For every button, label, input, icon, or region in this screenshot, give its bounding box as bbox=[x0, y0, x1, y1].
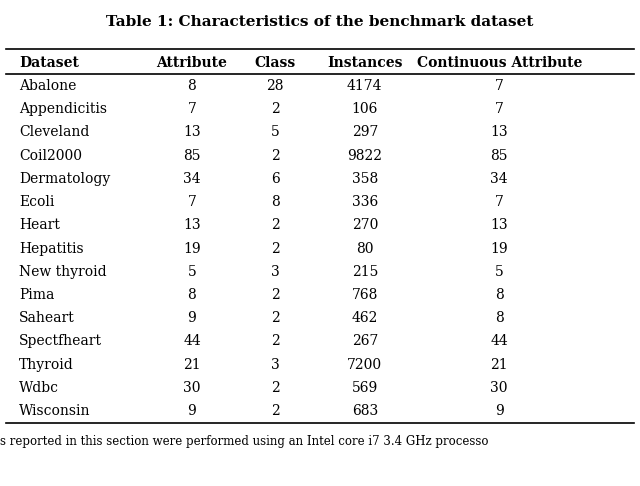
Text: 7200: 7200 bbox=[348, 358, 382, 372]
Text: 358: 358 bbox=[351, 172, 378, 186]
Text: 3: 3 bbox=[271, 265, 280, 279]
Text: Dataset: Dataset bbox=[19, 56, 79, 69]
Text: 215: 215 bbox=[351, 265, 378, 279]
Text: 85: 85 bbox=[183, 149, 201, 163]
Text: 8: 8 bbox=[495, 311, 504, 325]
Text: 7: 7 bbox=[495, 79, 504, 93]
Text: 9: 9 bbox=[188, 404, 196, 418]
Text: 13: 13 bbox=[490, 125, 508, 139]
Text: 30: 30 bbox=[490, 381, 508, 395]
Text: 106: 106 bbox=[351, 102, 378, 116]
Text: 21: 21 bbox=[183, 358, 201, 372]
Text: Abalone: Abalone bbox=[19, 79, 77, 93]
Text: Continuous Attribute: Continuous Attribute bbox=[417, 56, 582, 69]
Text: 5: 5 bbox=[188, 265, 196, 279]
Text: 270: 270 bbox=[351, 218, 378, 232]
Text: 2: 2 bbox=[271, 381, 280, 395]
Text: 2: 2 bbox=[271, 404, 280, 418]
Text: 2: 2 bbox=[271, 149, 280, 163]
Text: 8: 8 bbox=[188, 288, 196, 302]
Text: 80: 80 bbox=[356, 242, 374, 256]
Text: 768: 768 bbox=[351, 288, 378, 302]
Text: Table 1: Characteristics of the benchmark dataset: Table 1: Characteristics of the benchmar… bbox=[106, 15, 534, 29]
Text: 2: 2 bbox=[271, 311, 280, 325]
Text: 44: 44 bbox=[183, 334, 201, 348]
Text: Thyroid: Thyroid bbox=[19, 358, 74, 372]
Text: 4174: 4174 bbox=[347, 79, 383, 93]
Text: 19: 19 bbox=[183, 242, 201, 256]
Text: 8: 8 bbox=[495, 288, 504, 302]
Text: 7: 7 bbox=[188, 195, 196, 209]
Text: 297: 297 bbox=[351, 125, 378, 139]
Text: 5: 5 bbox=[271, 125, 280, 139]
Text: 9822: 9822 bbox=[348, 149, 382, 163]
Text: Coil2000: Coil2000 bbox=[19, 149, 82, 163]
Text: 683: 683 bbox=[351, 404, 378, 418]
Text: 7: 7 bbox=[495, 102, 504, 116]
Text: 21: 21 bbox=[490, 358, 508, 372]
Text: 8: 8 bbox=[188, 79, 196, 93]
Text: 2: 2 bbox=[271, 102, 280, 116]
Text: 2: 2 bbox=[271, 218, 280, 232]
Text: Attribute: Attribute bbox=[157, 56, 227, 69]
Text: s reported in this section were performed using an Intel core i7 3.4 GHz process: s reported in this section were performe… bbox=[0, 435, 488, 448]
Text: Hepatitis: Hepatitis bbox=[19, 242, 84, 256]
Text: New thyroid: New thyroid bbox=[19, 265, 107, 279]
Text: 13: 13 bbox=[490, 218, 508, 232]
Text: 267: 267 bbox=[351, 334, 378, 348]
Text: Spectfheart: Spectfheart bbox=[19, 334, 102, 348]
Text: 28: 28 bbox=[266, 79, 284, 93]
Text: 9: 9 bbox=[188, 311, 196, 325]
Text: 5: 5 bbox=[495, 265, 504, 279]
Text: 462: 462 bbox=[351, 311, 378, 325]
Text: 7: 7 bbox=[495, 195, 504, 209]
Text: 8: 8 bbox=[271, 195, 280, 209]
Text: Heart: Heart bbox=[19, 218, 60, 232]
Text: 2: 2 bbox=[271, 334, 280, 348]
Text: 9: 9 bbox=[495, 404, 504, 418]
Text: Ecoli: Ecoli bbox=[19, 195, 54, 209]
Text: Appendicitis: Appendicitis bbox=[19, 102, 108, 116]
Text: 30: 30 bbox=[183, 381, 201, 395]
Text: 569: 569 bbox=[351, 381, 378, 395]
Text: 3: 3 bbox=[271, 358, 280, 372]
Text: 7: 7 bbox=[188, 102, 196, 116]
Text: 44: 44 bbox=[490, 334, 508, 348]
Text: Dermatology: Dermatology bbox=[19, 172, 111, 186]
Text: 2: 2 bbox=[271, 242, 280, 256]
Text: Wdbc: Wdbc bbox=[19, 381, 60, 395]
Text: 34: 34 bbox=[490, 172, 508, 186]
Text: 2: 2 bbox=[271, 288, 280, 302]
Text: 19: 19 bbox=[490, 242, 508, 256]
Text: Class: Class bbox=[255, 56, 296, 69]
Text: Saheart: Saheart bbox=[19, 311, 75, 325]
Text: Wisconsin: Wisconsin bbox=[19, 404, 91, 418]
Text: 85: 85 bbox=[490, 149, 508, 163]
Text: 336: 336 bbox=[351, 195, 378, 209]
Text: Cleveland: Cleveland bbox=[19, 125, 90, 139]
Text: 13: 13 bbox=[183, 125, 201, 139]
Text: 6: 6 bbox=[271, 172, 280, 186]
Text: 34: 34 bbox=[183, 172, 201, 186]
Text: 13: 13 bbox=[183, 218, 201, 232]
Text: Pima: Pima bbox=[19, 288, 54, 302]
Text: Instances: Instances bbox=[327, 56, 403, 69]
